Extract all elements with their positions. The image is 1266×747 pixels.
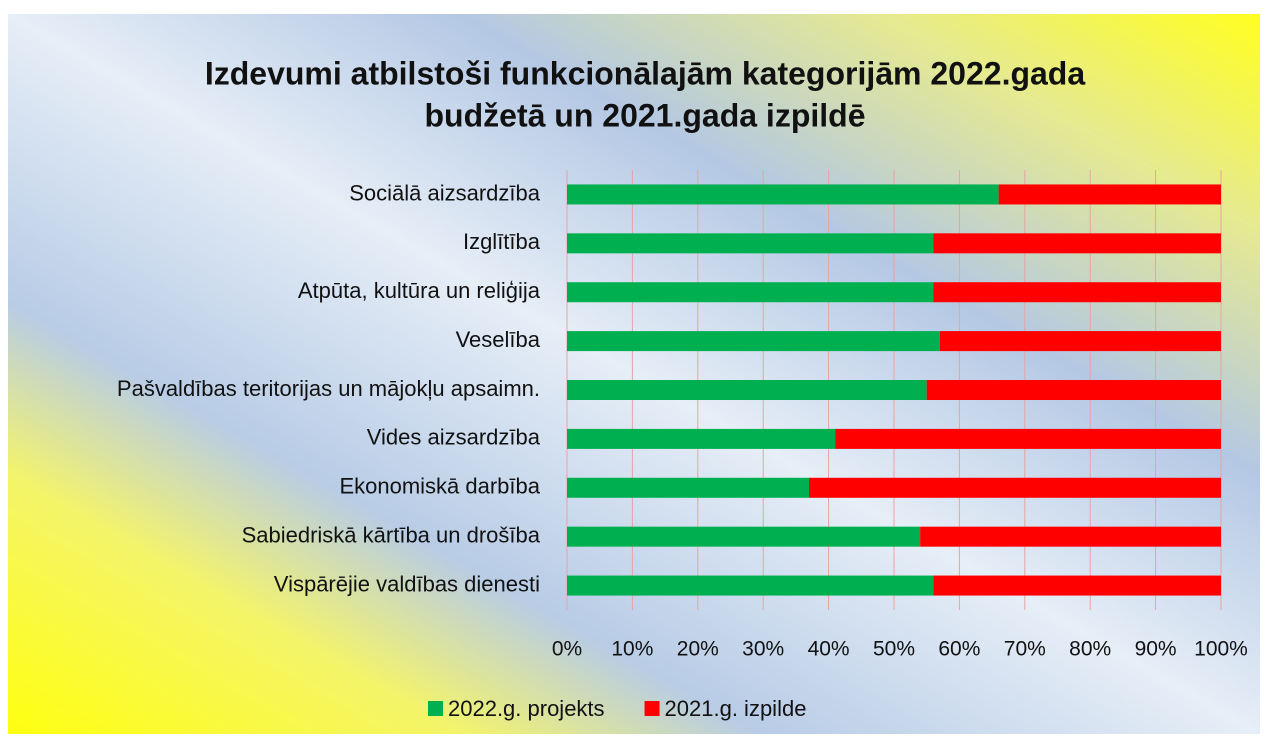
y-tick-label: Atpūta, kultūra un reliģija	[298, 278, 541, 303]
y-tick-label: Vispārējie valdības dienesti	[274, 571, 540, 596]
y-tick-label: Veselība	[456, 327, 541, 352]
x-tick-label: 70%	[1004, 638, 1046, 661]
bar-segment	[567, 526, 921, 547]
legend-label: 2022.g. projekts	[448, 696, 605, 721]
chart-background	[8, 14, 1260, 734]
y-tick-label: Sociālā aizsardzība	[349, 180, 541, 205]
legend-swatch	[644, 701, 660, 716]
x-tick-label: 60%	[938, 638, 980, 661]
bar-segment	[567, 282, 934, 303]
bar-segment	[939, 331, 1221, 352]
legend-swatch	[428, 701, 443, 716]
bar-segment	[567, 477, 809, 498]
x-tick-label: 100%	[1194, 638, 1248, 661]
x-tick-label: 0%	[552, 638, 582, 661]
x-tick-label: 80%	[1069, 638, 1111, 661]
x-tick-label: 40%	[808, 638, 850, 661]
y-tick-label: Izglītība	[463, 229, 541, 254]
bar-segment	[567, 428, 836, 449]
bar-segment	[835, 428, 1221, 449]
bar-segment	[933, 575, 1221, 596]
bar-segment	[808, 477, 1221, 498]
bar-segment	[567, 575, 934, 596]
bar-segment	[567, 331, 940, 352]
legend-label: 2021.g. izpilde	[665, 696, 807, 721]
bar-segment	[933, 233, 1221, 254]
bar-segment	[933, 282, 1221, 303]
bar-segment	[567, 184, 999, 205]
y-tick-label: Sabiedriskā kārtība un drošība	[242, 522, 541, 547]
bar-segment	[567, 380, 927, 400]
bar-segment	[567, 233, 934, 254]
bar-segment	[920, 526, 1221, 547]
bar-segment	[926, 380, 1221, 400]
bar-segment	[998, 184, 1221, 205]
x-tick-label: 30%	[742, 638, 784, 661]
chart-title: Izdevumi atbilstoši funkcionālajām kateg…	[205, 55, 1086, 91]
x-tick-label: 90%	[1135, 638, 1177, 661]
x-tick-label: 50%	[873, 638, 915, 661]
chart-subtitle: budžetā un 2021.gada izpildē	[425, 97, 866, 133]
x-tick-label: 20%	[677, 638, 719, 661]
y-tick-label: Ekonomiskā darbība	[339, 474, 540, 499]
x-tick-label: 10%	[611, 638, 653, 661]
y-tick-label: Pašvaldības teritorijas un mājokļu apsai…	[117, 376, 540, 401]
y-tick-label: Vides aizsardzība	[367, 425, 541, 450]
